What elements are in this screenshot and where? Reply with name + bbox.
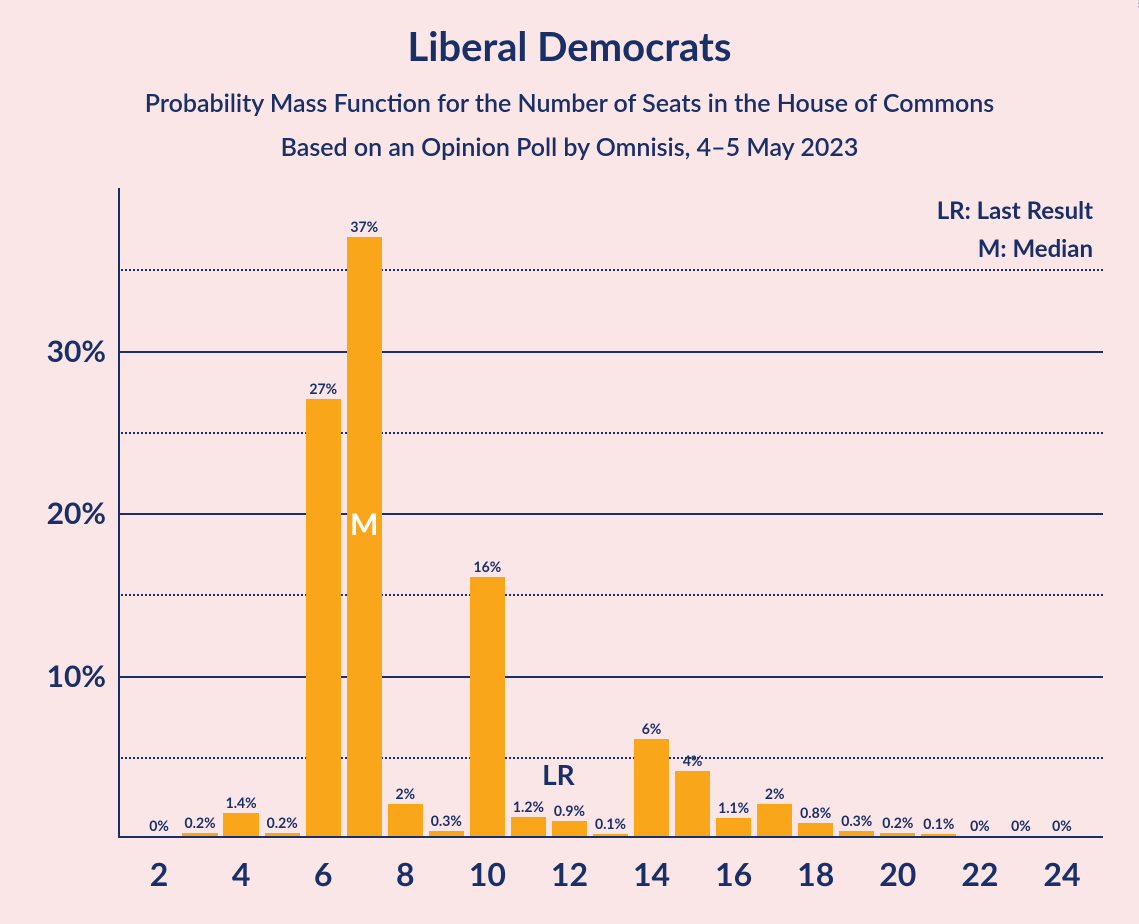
page-title: Liberal Democrats [0, 0, 1139, 70]
legend-m: M: Median [937, 230, 1093, 268]
bar-value-label: 0% [970, 817, 990, 836]
bar-value-label: 2% [395, 785, 415, 804]
bar-value-label: 0.2% [185, 814, 216, 833]
bar-value-label: 1.4% [226, 794, 257, 813]
bar: 16% [470, 577, 505, 836]
x-tick-label: 8 [396, 854, 415, 893]
bar: 1.4% [223, 813, 258, 836]
bar-value-label: 0.8% [800, 804, 831, 823]
bar-value-label: 0.1% [595, 815, 626, 834]
bar: 4% [675, 771, 710, 836]
bar: 0.9% [552, 821, 587, 836]
bar-value-label: 0.2% [882, 814, 913, 833]
legend: LR: Last Result M: Median [937, 192, 1093, 269]
bar: 1.2% [511, 817, 546, 836]
y-tick-label: 10% [47, 658, 118, 694]
bar-value-label: 6% [642, 720, 662, 739]
y-tick-label: 20% [47, 495, 118, 531]
median-marker: M [350, 506, 378, 542]
legend-lr: LR: Last Result [937, 192, 1093, 230]
x-tick-label: 24 [1043, 854, 1080, 893]
bar: 0.3% [839, 831, 874, 836]
x-axis-labels: 24681012141618202224 [118, 848, 1103, 898]
bar-value-label: 37% [350, 218, 378, 237]
bar-value-label: 27% [309, 380, 337, 399]
bar-value-label: 1.2% [513, 798, 544, 817]
bar: 2% [388, 804, 423, 836]
x-tick-label: 6 [314, 854, 333, 893]
bar-value-label: 4% [683, 752, 703, 771]
bar-value-label: 0% [1011, 817, 1031, 836]
x-tick-label: 18 [797, 854, 834, 893]
x-tick-label: 20 [879, 854, 916, 893]
x-axis-line [118, 836, 1103, 838]
x-tick-label: 22 [961, 854, 998, 893]
y-tick-label: 30% [47, 333, 118, 369]
plot-area: 10%20%30% 0%0.2%1.4%0.2%27%37%M2%0.3%16%… [118, 188, 1103, 838]
bar: 0.2% [265, 833, 300, 836]
bar: 6% [634, 739, 669, 836]
bar-value-label: 0% [149, 817, 169, 836]
bar: 0.1% [921, 834, 956, 836]
x-tick-label: 16 [715, 854, 752, 893]
bar: 1.1% [716, 818, 751, 836]
bar-value-label: 0.9% [554, 802, 585, 821]
bar: 0.2% [880, 833, 915, 836]
bar-value-label: 0.1% [923, 815, 954, 834]
bar-value-label: 16% [474, 558, 502, 577]
x-tick-label: 4 [232, 854, 251, 893]
bar: 0.2% [182, 833, 217, 836]
subtitle-line-2: Based on an Opinion Poll by Omnisis, 4–5… [0, 132, 1139, 162]
bar-value-label: 0.3% [841, 812, 872, 831]
x-tick-label: 10 [469, 854, 506, 893]
x-tick-label: 14 [633, 854, 670, 893]
x-tick-label: 12 [551, 854, 588, 893]
copyright-label: © 2023 Filip van Laenen [1135, 0, 1139, 8]
bar-value-label: 2% [765, 785, 785, 804]
bar-value-label: 1.1% [718, 799, 749, 818]
subtitle-line-1: Probability Mass Function for the Number… [0, 88, 1139, 118]
bar-value-label: 0% [1052, 817, 1072, 836]
bar-value-label: 0.3% [431, 812, 462, 831]
last-result-marker: LR [542, 757, 575, 791]
bar: 0.3% [429, 831, 464, 836]
bar-value-label: 0.2% [267, 814, 298, 833]
bar: 0.8% [798, 823, 833, 836]
bars-container: 0%0.2%1.4%0.2%27%37%M2%0.3%16%1.2%0.9%0.… [118, 188, 1103, 836]
bar: 0.1% [593, 834, 628, 836]
x-tick-label: 2 [150, 854, 169, 893]
bar: 2% [757, 804, 792, 836]
bar: 27% [306, 399, 341, 836]
bar: 37%M [347, 237, 382, 836]
